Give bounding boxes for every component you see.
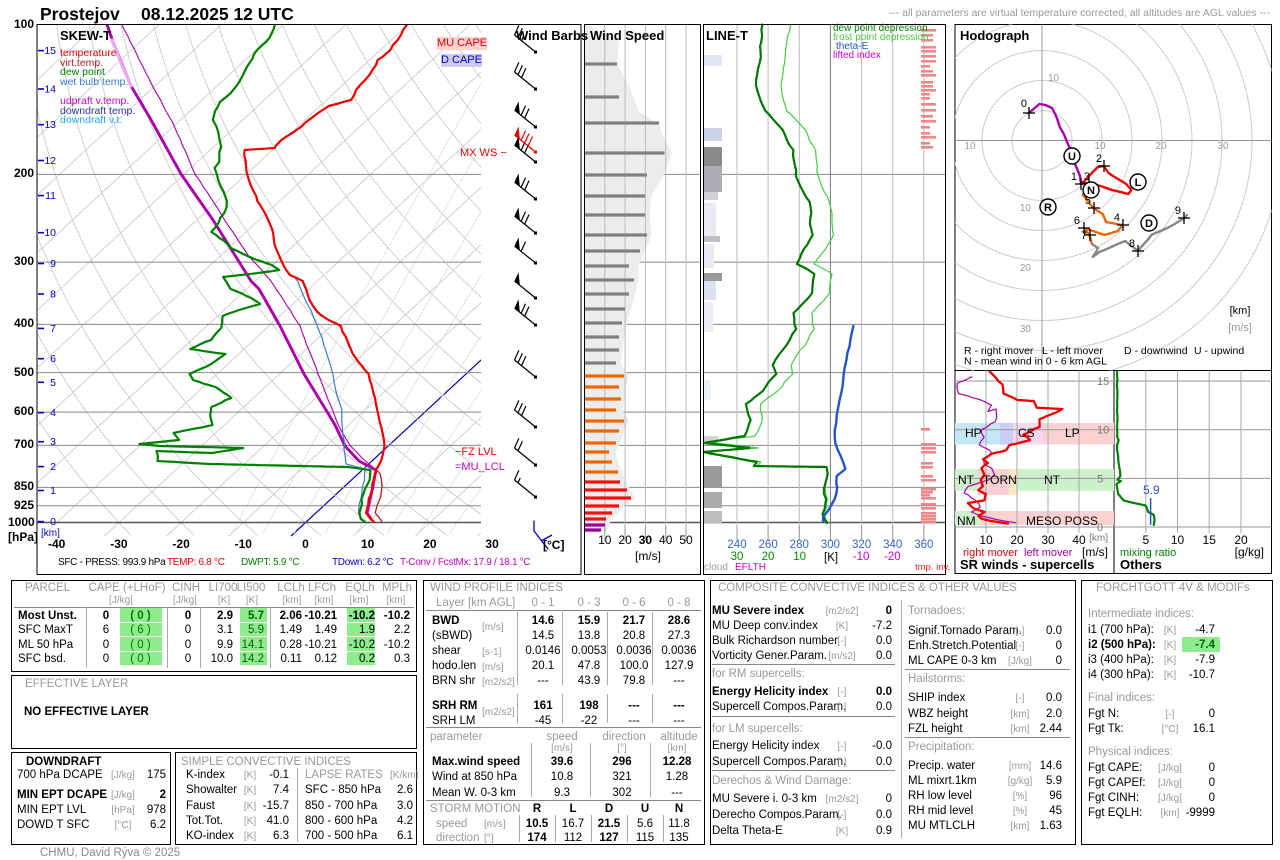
svg-text:CS: CS	[1018, 426, 1035, 440]
svg-text:20: 20	[1020, 263, 1032, 274]
svg-text:9: 9	[50, 258, 56, 270]
svg-text:15: 15	[1097, 376, 1109, 388]
svg-text:7: 7	[50, 323, 56, 335]
svg-text:TORN: TORN	[983, 473, 1017, 487]
svg-text:10: 10	[1048, 73, 1060, 84]
svg-text:10: 10	[1097, 425, 1109, 437]
svg-text:1: 1	[50, 485, 56, 497]
svg-text:3: 3	[1084, 171, 1090, 183]
svg-text:N - mean wind in 0 - 6 km AGL: N - mean wind in 0 - 6 km AGL	[964, 356, 1107, 368]
svg-text:R: R	[1044, 202, 1052, 214]
svg-text:8: 8	[1129, 238, 1135, 250]
svg-text:NM: NM	[957, 514, 976, 528]
svg-text:20: 20	[1010, 533, 1024, 547]
svg-text:HP: HP	[965, 426, 982, 440]
svg-text:3: 3	[50, 436, 56, 448]
svg-text:5.9: 5.9	[1143, 483, 1160, 497]
svg-text:[g/kg]: [g/kg]	[1235, 545, 1264, 559]
svg-text:MESO POSS: MESO POSS	[1026, 514, 1098, 528]
svg-text:0: 0	[1097, 522, 1103, 534]
svg-text:30: 30	[1217, 141, 1229, 152]
svg-text:40: 40	[1072, 533, 1086, 547]
svg-text:[m/s]: [m/s]	[1228, 322, 1252, 334]
svg-text:15: 15	[44, 45, 56, 57]
svg-text:SR winds - supercells: SR winds - supercells	[960, 557, 1094, 572]
svg-text:30: 30	[1020, 324, 1032, 335]
svg-text:5: 5	[50, 377, 56, 389]
svg-text:10: 10	[1171, 533, 1185, 547]
svg-text:11: 11	[45, 190, 56, 202]
svg-text:2: 2	[1096, 153, 1102, 165]
svg-text:10: 10	[979, 533, 993, 547]
svg-text:12: 12	[44, 155, 56, 167]
svg-text:right mover: right mover	[963, 547, 1018, 559]
svg-text:R - right mover: R - right mover	[964, 345, 1034, 357]
svg-text:5: 5	[1142, 533, 1149, 547]
svg-text:1: 1	[1071, 171, 1077, 183]
svg-text:6: 6	[50, 353, 56, 365]
svg-text:L: L	[1135, 177, 1142, 189]
svg-text:[km]: [km]	[1230, 305, 1251, 317]
svg-text:LP: LP	[1065, 426, 1080, 440]
svg-text:0: 0	[50, 516, 56, 528]
svg-text:NT: NT	[958, 473, 975, 487]
svg-text:U - upwind: U - upwind	[1194, 345, 1244, 357]
svg-text:left mover: left mover	[1024, 547, 1073, 559]
svg-text:15: 15	[1203, 533, 1217, 547]
svg-text:U: U	[1068, 151, 1076, 163]
svg-text:10: 10	[44, 227, 56, 239]
svg-text:[m/s]: [m/s]	[635, 549, 661, 563]
svg-text:2: 2	[50, 461, 56, 473]
svg-text:4: 4	[1114, 212, 1120, 224]
svg-text:20: 20	[1234, 533, 1248, 547]
svg-text:10: 10	[1020, 203, 1032, 214]
svg-text:14: 14	[44, 84, 56, 96]
svg-text:[m/s]: [m/s]	[1082, 545, 1108, 559]
svg-text:6: 6	[1074, 215, 1080, 227]
svg-text:30: 30	[1041, 533, 1055, 547]
svg-text:4: 4	[50, 407, 56, 419]
svg-text:20: 20	[1155, 141, 1167, 152]
svg-text:10: 10	[1094, 141, 1106, 152]
svg-text:5: 5	[1097, 473, 1103, 485]
svg-text:9: 9	[1175, 205, 1181, 217]
svg-text:13: 13	[44, 119, 56, 131]
svg-text:[km]: [km]	[1089, 533, 1108, 544]
svg-text:8: 8	[50, 289, 56, 301]
svg-text:L - left mover: L - left mover	[1042, 345, 1103, 357]
svg-text:D: D	[1145, 218, 1153, 230]
svg-text:Others: Others	[1120, 557, 1162, 572]
svg-text:5: 5	[1085, 195, 1091, 207]
svg-text:10: 10	[964, 141, 976, 152]
svg-text:N: N	[1087, 185, 1095, 197]
svg-text:0: 0	[1021, 98, 1027, 110]
svg-text:D - downwind: D - downwind	[1124, 345, 1188, 357]
svg-text:mixing ratio: mixing ratio	[1120, 547, 1176, 559]
svg-text:NT: NT	[1044, 473, 1061, 487]
svg-text:7: 7	[1081, 230, 1087, 242]
